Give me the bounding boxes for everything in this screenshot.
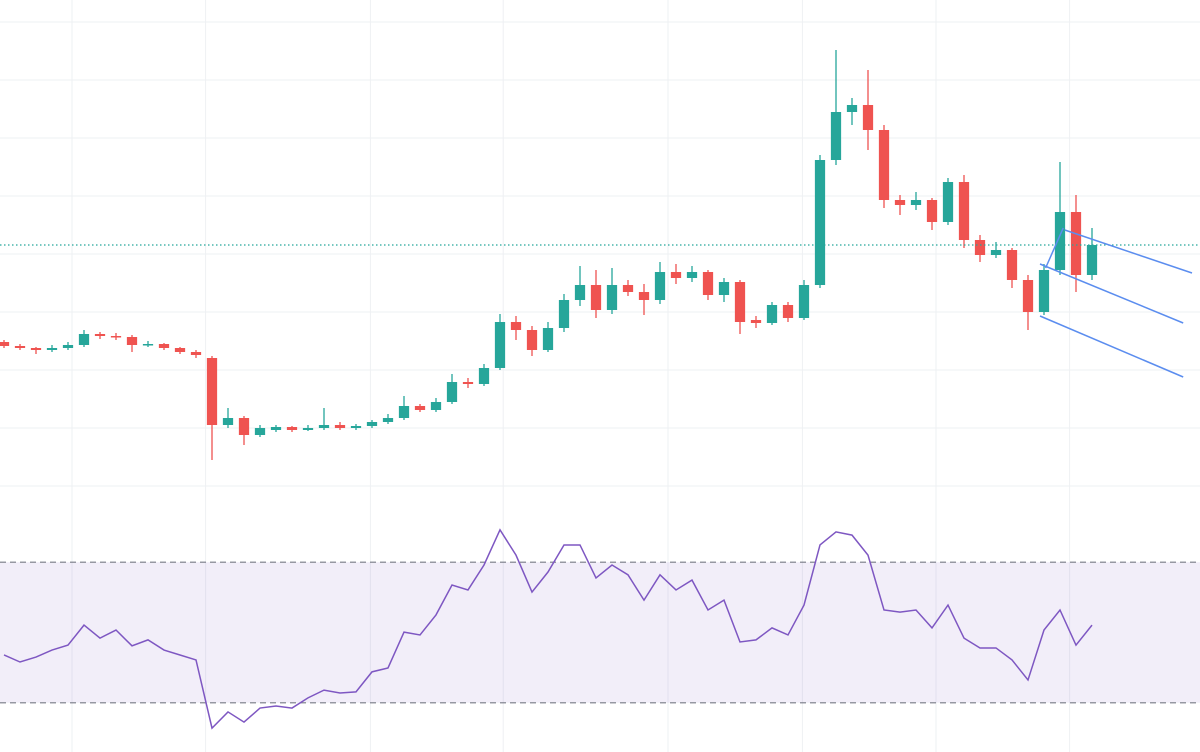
candle-body bbox=[798, 285, 810, 318]
trend-line bbox=[1044, 227, 1064, 269]
candle-body bbox=[878, 130, 890, 200]
candle-body bbox=[766, 305, 778, 323]
candle-body bbox=[14, 346, 26, 348]
rsi-line bbox=[3, 528, 1093, 730]
candle-body bbox=[110, 336, 122, 338]
candle-body bbox=[958, 182, 970, 240]
candle-body bbox=[142, 344, 154, 346]
candle-body bbox=[478, 368, 490, 384]
candle-body bbox=[894, 200, 906, 205]
candle-body bbox=[702, 272, 714, 295]
candle-body bbox=[654, 272, 666, 300]
candle-body bbox=[590, 285, 602, 310]
candle-body bbox=[302, 428, 314, 430]
trend-line bbox=[1039, 315, 1184, 378]
candle-body bbox=[670, 272, 682, 278]
candle-body bbox=[638, 292, 650, 300]
candle-body bbox=[622, 285, 634, 292]
candle-body bbox=[1054, 212, 1066, 270]
candle-body bbox=[846, 105, 858, 112]
candle-body bbox=[78, 334, 90, 345]
candle-body bbox=[606, 285, 618, 310]
candle-body bbox=[718, 282, 730, 295]
candle-body bbox=[446, 382, 458, 402]
candle-body bbox=[414, 406, 426, 410]
candle-body bbox=[862, 105, 874, 130]
rsi-band bbox=[0, 562, 1200, 703]
candle-body bbox=[1006, 250, 1018, 280]
candle-body bbox=[366, 422, 378, 426]
candle-body bbox=[782, 305, 794, 318]
candle-body bbox=[1038, 270, 1050, 312]
candle-body bbox=[62, 345, 74, 348]
candle-body bbox=[814, 160, 826, 285]
candle-body bbox=[334, 425, 346, 428]
candle-body bbox=[942, 182, 954, 222]
candle-body bbox=[350, 426, 362, 428]
candle-body bbox=[46, 348, 58, 350]
candle-body bbox=[190, 352, 202, 355]
candle-body bbox=[30, 348, 42, 350]
candle-body bbox=[206, 358, 218, 425]
candle-body bbox=[974, 240, 986, 255]
candle-body bbox=[830, 112, 842, 160]
candle-body bbox=[510, 322, 522, 330]
candle-body bbox=[734, 282, 746, 322]
candle-body bbox=[1086, 245, 1098, 275]
candle-body bbox=[494, 322, 506, 368]
candle-body bbox=[926, 200, 938, 222]
candle-body bbox=[286, 427, 298, 430]
candle-body bbox=[686, 272, 698, 278]
candle-body bbox=[430, 402, 442, 410]
candle-body bbox=[254, 428, 266, 435]
candle-body bbox=[0, 342, 10, 346]
trend-line bbox=[1064, 229, 1193, 274]
candle-body bbox=[558, 300, 570, 328]
candle-body bbox=[1070, 212, 1082, 275]
trend-line bbox=[1039, 263, 1184, 324]
candle-body bbox=[542, 328, 554, 350]
candle-body bbox=[990, 250, 1002, 255]
candle-body bbox=[318, 425, 330, 428]
candle-body bbox=[1022, 280, 1034, 312]
candle-body bbox=[526, 330, 538, 350]
candle-body bbox=[158, 344, 170, 348]
candle-body bbox=[574, 285, 586, 300]
candle-body bbox=[270, 427, 282, 430]
candle-body bbox=[238, 418, 250, 435]
candle-body bbox=[174, 348, 186, 352]
candle-body bbox=[398, 406, 410, 418]
candle-body bbox=[910, 200, 922, 205]
candle-body bbox=[126, 337, 138, 345]
candle-body bbox=[222, 418, 234, 425]
candle-body bbox=[462, 382, 474, 384]
candle-body bbox=[382, 418, 394, 422]
candle-body bbox=[94, 334, 106, 336]
candle-body bbox=[750, 320, 762, 323]
